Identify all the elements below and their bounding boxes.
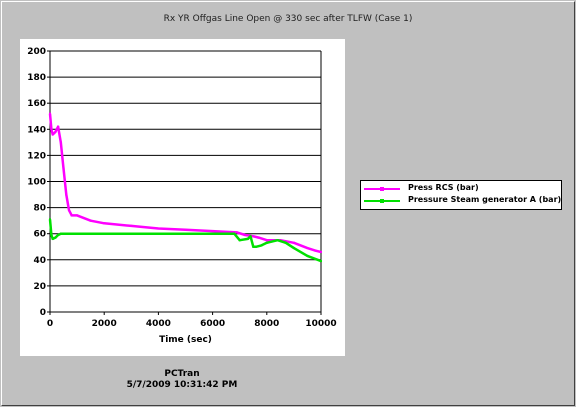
series-point-1-1 [50, 234, 53, 237]
series-point-0-12 [89, 219, 92, 222]
series-point-1-24 [306, 254, 309, 257]
series-point-0-11 [76, 214, 79, 217]
series-point-1-8 [103, 232, 106, 235]
axis-layer [47, 50, 322, 315]
x-tick-label-8000: 8000 [254, 319, 279, 329]
series-point-0-16 [184, 228, 187, 231]
series-point-1-14 [238, 239, 241, 242]
series-point-1-18 [254, 245, 257, 248]
grid-layer [50, 50, 321, 287]
series-point-0-2 [51, 133, 54, 136]
footer-app-name: PCTran [164, 369, 200, 379]
series-point-0-1 [50, 128, 53, 131]
series-layer [48, 112, 322, 263]
series-point-1-7 [76, 232, 79, 235]
x-tick-label-4000: 4000 [146, 319, 171, 329]
series-point-0-7 [62, 167, 65, 170]
y-tick-label-180: 180 [27, 73, 46, 83]
series-point-1-17 [252, 245, 255, 248]
y-tick-label-60: 60 [33, 230, 46, 240]
series-point-1-21 [276, 239, 279, 242]
series-point-0-5 [57, 125, 60, 128]
chart-legend: Press RCS (bar) Pressure Steam generator… [360, 180, 562, 210]
y-tick-label-100: 100 [27, 178, 46, 188]
x-axis-title: Time (sec) [159, 335, 212, 345]
series-point-1-9 [130, 232, 133, 235]
series-point-0-3 [53, 132, 56, 135]
series-point-1-13 [233, 232, 236, 235]
series-point-1-0 [49, 218, 51, 221]
series-point-1-25 [320, 260, 322, 263]
y-tick-label-20: 20 [33, 282, 46, 292]
legend-marker-sg [380, 199, 384, 203]
legend-item-rcs: Press RCS (bar) [364, 183, 560, 194]
series-point-1-4 [57, 234, 60, 237]
x-tick-label-0: 0 [47, 319, 53, 329]
series-point-1-11 [184, 232, 187, 235]
series-point-1-12 [211, 232, 214, 235]
series-point-1-15 [246, 237, 249, 240]
series-point-0-4 [54, 130, 57, 133]
series-point-1-23 [292, 247, 295, 250]
y-tick-label-80: 80 [33, 204, 46, 214]
legend-marker-rcs [380, 187, 384, 191]
x-tick-label-2000: 2000 [92, 319, 117, 329]
plot-panel: 0 20 40 60 80 100 120 140 160 180 200 0 2000 4000 6000… [20, 39, 345, 356]
series-point-0-9 [67, 209, 70, 212]
series-point-0-26 [314, 249, 317, 252]
chart-title: Rx YR Offgas Line Open @ 330 sec after T… [163, 14, 413, 24]
y-tick-label-120: 120 [27, 151, 46, 161]
series-point-1-5 [59, 232, 62, 235]
series-point-0-10 [70, 214, 73, 217]
series-point-0-15 [157, 227, 160, 230]
series-point-1-10 [157, 232, 160, 235]
series-point-0-8 [65, 193, 68, 196]
series-point-0-21 [257, 236, 260, 239]
series-point-1-19 [260, 244, 263, 247]
series-point-0-6 [59, 141, 62, 144]
y-tick-label-160: 160 [27, 99, 46, 109]
series-point-0-18 [235, 231, 238, 234]
y-tick-label-140: 140 [27, 125, 46, 135]
y-tick-label-0: 0 [40, 308, 46, 318]
y-tick-label-40: 40 [33, 256, 46, 266]
series-point-0-27 [320, 250, 322, 253]
series-point-0-13 [103, 222, 106, 225]
footer-timestamp: 5/7/2009 10:31:42 PM [126, 380, 238, 390]
x-tick-label-10000: 10000 [305, 319, 336, 329]
legend-item-sg: Pressure Steam generator A (bar) [364, 195, 562, 206]
y-tick-label-200: 200 [27, 47, 46, 57]
series-point-0-17 [211, 230, 214, 233]
series-point-1-6 [62, 232, 65, 235]
series-line-press-rcs [48, 113, 322, 254]
series-point-0-14 [130, 224, 133, 227]
series-point-0-20 [252, 235, 255, 238]
series-point-0-24 [292, 241, 295, 244]
legend-label-rcs: Press RCS (bar) [408, 183, 479, 192]
series-point-0-0 [49, 112, 51, 115]
x-tick-label-6000: 6000 [200, 319, 225, 329]
legend-label-sg: Pressure Steam generator A (bar) [408, 195, 562, 204]
series-point-1-20 [265, 241, 268, 244]
series-point-1-2 [51, 237, 54, 240]
series-point-1-3 [54, 236, 57, 239]
series-point-0-22 [265, 239, 268, 242]
series-point-1-22 [284, 241, 287, 244]
series-point-0-25 [306, 247, 309, 250]
series-point-0-19 [244, 234, 247, 237]
series-point-1-16 [249, 235, 252, 238]
series-line-press-sg-a [48, 219, 322, 263]
